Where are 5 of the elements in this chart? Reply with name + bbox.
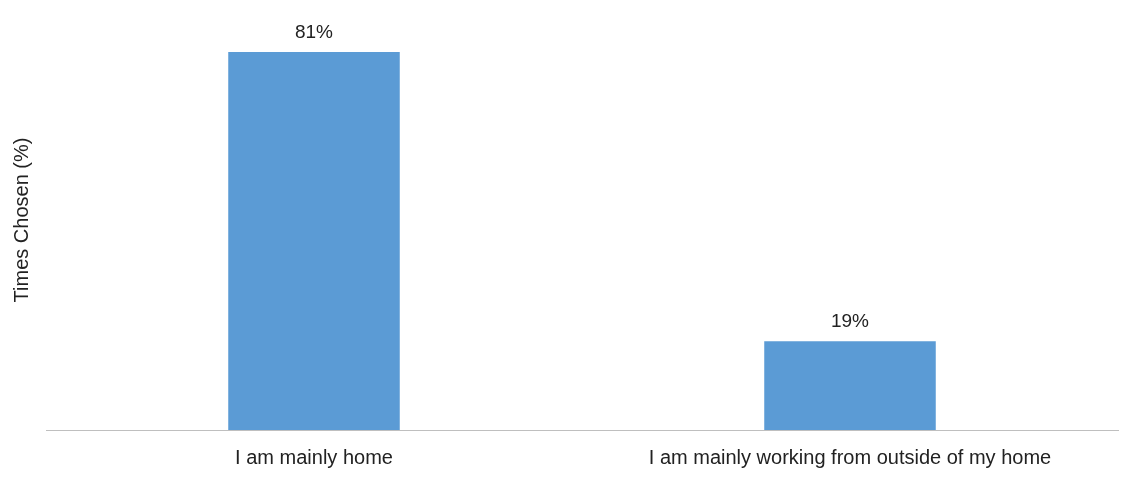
x-tick-label: I am mainly home bbox=[235, 445, 393, 468]
y-axis-title: Times Chosen (%) bbox=[9, 137, 32, 303]
x-tick-label: I am mainly working from outside of my home bbox=[648, 445, 1052, 468]
data-label: 81% bbox=[294, 20, 334, 42]
data-label: 19% bbox=[830, 310, 870, 332]
